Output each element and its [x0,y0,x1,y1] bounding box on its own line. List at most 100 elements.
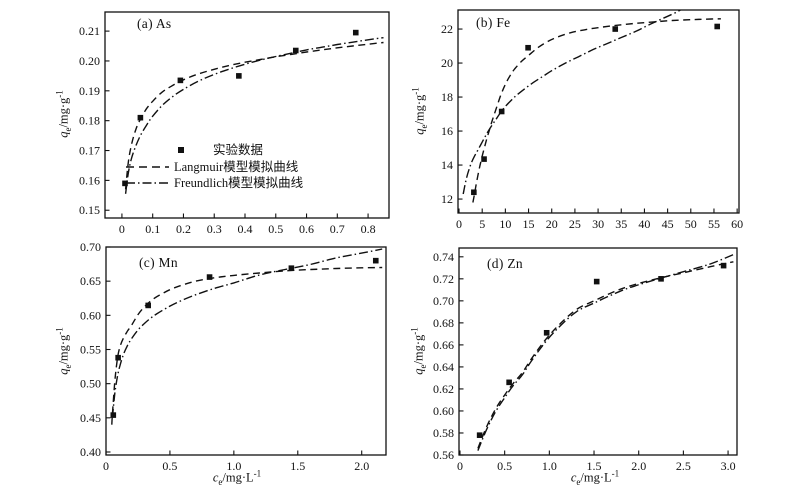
data-point [137,114,144,121]
x-tick-label: 40 [638,217,650,231]
y-tick-label: 0.62 [433,382,454,396]
y-axis: 0.40 0.45 0.50 0.55 0.60 0.65 0.70 [80,240,111,459]
freundlich-curve [111,248,383,418]
ylabel-unit: /mg·g [411,334,426,365]
data-point [206,274,213,280]
xlabel-symbol: c [570,470,577,485]
legend-item-langmuir: Langmuir模型模拟曲线 [125,159,303,174]
ylabel-symbol: q [412,128,427,135]
ylabel-unit: /mg·g [412,94,427,125]
experimental-points [471,23,721,196]
ylabel-subscript: e [418,364,428,369]
x-tick-label: 0 [103,459,109,473]
x-axis-label-c: ce/mg·L-1 [213,469,261,487]
legend: 实验数据 Langmuir模型模拟曲线 Freundlich模型模拟曲线 [125,144,303,194]
x-tick-label: 5 [479,217,485,231]
x-tick-label: 30 [592,217,604,231]
y-tick-label: 0.74 [433,250,454,264]
data-point [714,23,721,30]
data-point [593,278,600,285]
y-tick-label: 0.55 [80,342,101,356]
data-point [476,432,483,438]
x-axis: 0 5 10 15 20 25 30 35 40 45 50 55 60 [456,208,743,231]
y-tick-label: 0.17 [79,144,100,158]
data-point [122,180,128,187]
x-tick-label: 60 [731,217,743,231]
y-tick-label: 22 [441,22,453,36]
x-tick-label: 0.5 [162,459,177,473]
x-tick-label: 0.5 [268,222,283,236]
x-tick-label: 2.0 [354,459,369,473]
experimental-points [122,29,359,187]
x-tick-label: 2.0 [631,459,646,473]
ylabel-unit: /mg·g [56,334,71,365]
y-tick-label: 18 [441,90,453,104]
langmuir-curve [472,18,721,203]
y-axis-label-a: qe/mg·g-1 [54,90,73,138]
axes-frame [105,246,387,456]
data-point [720,262,727,269]
x-tick-label: 50 [685,217,697,231]
legend-item-experimental: 实验数据 [125,144,303,156]
langmuir-curve [124,41,384,190]
y-tick-label: 0.65 [80,274,101,288]
x-tick-label: 35 [615,217,627,231]
x-tick-label: 1.0 [226,459,241,473]
axes-frame [104,11,390,219]
xlabel-unit: /mg·L [580,470,612,485]
xlabel-unit: /mg·L [222,470,254,485]
y-axis: 12 14 16 18 20 22 [441,22,463,206]
y-tick-label: 0.64 [433,360,454,374]
langmuir-curve [111,266,383,425]
data-point [292,47,299,54]
ylabel-subscript: e [63,127,73,132]
subplot-a-axes: 0 0.1 0.2 0.3 0.4 0.5 0.6 0.7 0.80.150.160.170.1… [79,11,390,236]
x-axis-label-d: ce/mg·L-1 [570,469,619,487]
ylabel-superscript: -1 [410,87,421,95]
x-tick-label: 0.6 [299,222,314,236]
x-tick-label: 55 [708,217,720,231]
subplot-b-axes: 0 5 10 15 20 25 30 35 40 45 50 55 60 12 14 16 18 20 22 [441,9,743,231]
experimental-points [110,257,379,418]
y-tick-label: 0.70 [80,240,101,254]
ylabel-superscript: -1 [54,327,65,335]
y-axis-label-b: qe/mg·g-1 [410,87,429,135]
x-tick-label: 0 [119,222,125,236]
x-tick-label: 0 [457,459,463,473]
data-point [145,302,151,309]
subplot-d-axes: 0 0.5 1.0 1.5 2.0 2.5 3.00.560.580.600.620.640… [433,247,738,473]
subplot-d-title: (d) Zn [487,256,523,271]
ylabel-unit: /mg·g [56,97,71,128]
data-point [352,29,359,36]
y-tick-label: 0.66 [433,338,454,352]
y-tick-label: 0.15 [79,203,100,217]
subplot-b-title: (b) Fe [476,15,511,30]
x-tick-label: 0.8 [361,222,376,236]
y-tick-label: 0.70 [433,294,454,308]
y-tick-label: 14 [441,158,453,172]
data-point [471,189,477,196]
data-point [115,354,121,361]
y-tick-label: 0.19 [79,84,100,98]
subplot-a-title: (a) As [137,16,172,31]
x-tick-label: 0 [456,217,462,231]
x-tick-label: 0.5 [497,459,512,473]
y-tick-label: 0.60 [433,404,454,418]
x-tick-label: 1.5 [587,459,602,473]
legend-label-langmuir: Langmuir模型模拟曲线 [174,159,299,174]
y-axis: 0.15 0.16 0.17 0.18 0.19 0.20 0.21 [79,24,110,217]
data-point [498,108,505,115]
x-axis: 0 0.1 0.2 0.3 0.4 0.5 0.6 0.7 0.8 [119,213,376,236]
data-point [506,379,512,386]
axes-frame [458,247,738,456]
y-tick-label: 0.18 [79,114,100,128]
y-tick-label: 0.21 [79,24,100,38]
dashed-line-icon [126,165,169,168]
y-tick-label: 0.56 [433,448,454,462]
y-tick-label: 0.72 [433,272,454,286]
ylabel-subscript: e [63,364,73,369]
ylabel-subscript: e [419,124,429,129]
data-point [658,276,664,282]
x-tick-label: 0.1 [145,222,160,236]
